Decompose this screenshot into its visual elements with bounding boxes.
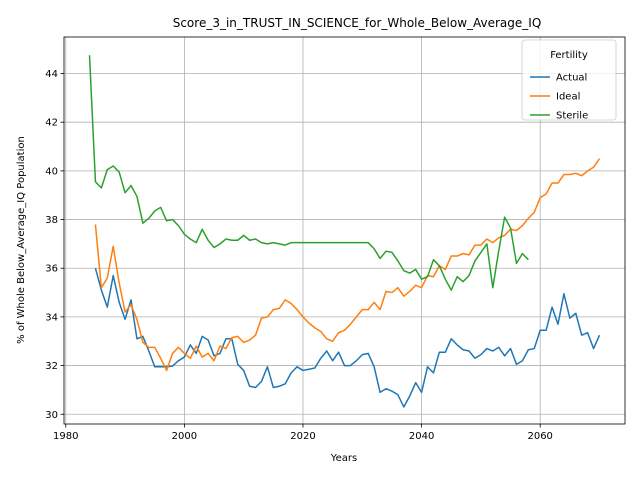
legend-title: Fertility <box>550 50 588 61</box>
legend-box <box>521 39 617 121</box>
grid-lines <box>64 37 625 424</box>
plot-lines <box>88 55 601 408</box>
y-tick-label: 40 <box>45 166 58 177</box>
y-axis-ticks: 30 32 34 36 38 40 42 44 <box>45 69 64 421</box>
series-line-actual <box>94 268 601 408</box>
y-tick-label: 36 <box>45 264 58 275</box>
y-axis-label: % of Whole Below_Average_IQ Population <box>16 136 27 344</box>
x-tick-label: 2000 <box>172 431 197 442</box>
chart-title: Score_3_in_TRUST_IN_SCIENCE_for_Whole_Be… <box>173 16 542 30</box>
legend-label-actual: Actual <box>556 73 587 84</box>
x-axis-label: Years <box>330 453 357 464</box>
x-tick-label: 2060 <box>527 431 552 442</box>
plot-frame <box>63 36 626 425</box>
x-tick-label: 2040 <box>409 431 434 442</box>
legend: Fertility Actual Ideal Sterile <box>521 39 617 122</box>
y-tick-label: 38 <box>45 215 58 226</box>
legend-entries: Actual Ideal Sterile <box>530 73 588 122</box>
series-line-ideal <box>94 158 601 372</box>
x-tick-label: 2020 <box>290 431 315 442</box>
y-tick-label: 34 <box>45 312 58 323</box>
legend-label-ideal: Ideal <box>556 92 580 103</box>
x-axis-ticks: 1980 2000 2020 2040 2060 <box>53 424 553 442</box>
y-tick-label: 44 <box>45 69 58 80</box>
x-tick-label: 1980 <box>53 431 78 442</box>
y-tick-label: 30 <box>45 410 58 421</box>
legend-label-sterile: Sterile <box>556 111 588 122</box>
y-tick-label: 42 <box>45 118 58 129</box>
series-line-sterile <box>88 55 529 291</box>
y-tick-label: 32 <box>45 361 58 372</box>
